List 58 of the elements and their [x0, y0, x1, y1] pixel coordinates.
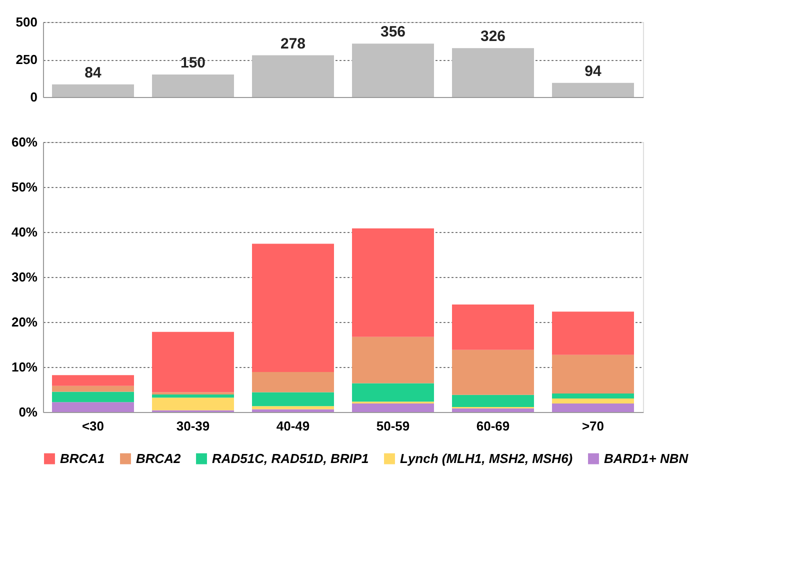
- bar: [52, 402, 134, 412]
- data-label: 326: [480, 28, 506, 46]
- bar: [552, 403, 634, 412]
- bar: [52, 84, 134, 97]
- bar: [52, 392, 134, 402]
- legend-label: RAD51C, RAD51D, BRIP1: [212, 450, 369, 466]
- x-tick-label: 60-69: [476, 418, 510, 434]
- y-tick-label: 10%: [11, 360, 38, 374]
- bar: [452, 408, 534, 412]
- bar: [252, 372, 334, 392]
- y-tick-label: 250: [16, 52, 38, 67]
- bar: [52, 386, 134, 392]
- bar: [552, 354, 634, 394]
- y-tick-label: 20%: [11, 314, 38, 330]
- data-label: 150: [180, 54, 206, 72]
- data-label: 84: [84, 64, 102, 82]
- y-tick-label: 0: [30, 90, 38, 104]
- bar: [552, 312, 634, 355]
- x-tick-label: 30-39: [176, 418, 210, 434]
- data-label: 356: [380, 24, 406, 41]
- bar: [152, 398, 234, 410]
- y-tick-label: 40%: [11, 224, 38, 240]
- bar: [252, 244, 334, 372]
- x-tick-label: 40-49: [276, 418, 310, 434]
- bar: [552, 82, 634, 97]
- bar: [52, 375, 134, 386]
- x-tick-label: 50-59: [376, 418, 410, 434]
- y-tick-label: 500: [16, 14, 38, 30]
- data-label: 278: [280, 35, 306, 52]
- y-tick-label: 60%: [11, 134, 38, 150]
- bar: [152, 332, 234, 392]
- legend-label: BRCA1: [60, 450, 105, 466]
- bar: [252, 406, 334, 410]
- legend-label: Lynch (MLH1, MSH2, MSH6): [400, 450, 573, 466]
- y-tick-label: 30%: [11, 270, 38, 284]
- bar: [452, 48, 534, 97]
- bar: [552, 394, 634, 398]
- legend-label: BRCA2: [136, 450, 182, 466]
- x-tick-label: >70: [582, 418, 604, 434]
- data-label: 94: [584, 62, 602, 80]
- x-tick-label: <30: [82, 418, 104, 434]
- bar: [352, 403, 434, 412]
- bar: [352, 336, 434, 384]
- bar: [552, 398, 634, 404]
- bar: [452, 394, 534, 408]
- bar: [152, 74, 234, 97]
- bar: [252, 409, 334, 412]
- bar: [452, 350, 534, 395]
- legend-label: BARD1+ NBN: [604, 450, 689, 466]
- bar: [352, 228, 434, 337]
- bar: [352, 383, 434, 402]
- y-tick-label: 50%: [11, 180, 38, 194]
- bar: [452, 304, 534, 350]
- bar: [352, 44, 434, 97]
- bar: [152, 394, 234, 398]
- bar: [252, 55, 334, 97]
- y-tick-label: 0%: [18, 404, 38, 420]
- bar: [252, 392, 334, 406]
